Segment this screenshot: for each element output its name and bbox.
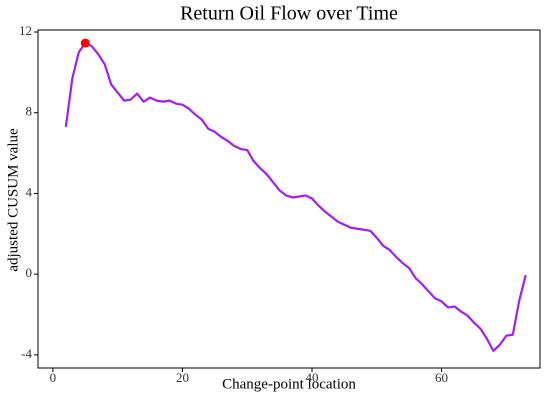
x-tick-label: 40 <box>305 370 318 385</box>
y-tick-label: 12 <box>19 23 32 38</box>
y-tick-label: -4 <box>21 346 32 361</box>
y-tick-label: 8 <box>26 104 33 119</box>
y-axis-label: adjusted CUSUM value <box>5 128 21 272</box>
x-tick-label: 60 <box>435 370 448 385</box>
x-axis-label: Change-point location <box>222 376 356 392</box>
chart-title: Return Oil Flow over Time <box>180 3 398 25</box>
x-tick-label: 0 <box>50 370 57 385</box>
line-series <box>64 42 527 352</box>
y-tick-label: 4 <box>26 184 33 199</box>
y-tick-label: 0 <box>26 265 33 280</box>
x-tick-label: 20 <box>176 370 189 385</box>
highlight-point <box>80 38 90 48</box>
plot-frame <box>37 29 541 369</box>
